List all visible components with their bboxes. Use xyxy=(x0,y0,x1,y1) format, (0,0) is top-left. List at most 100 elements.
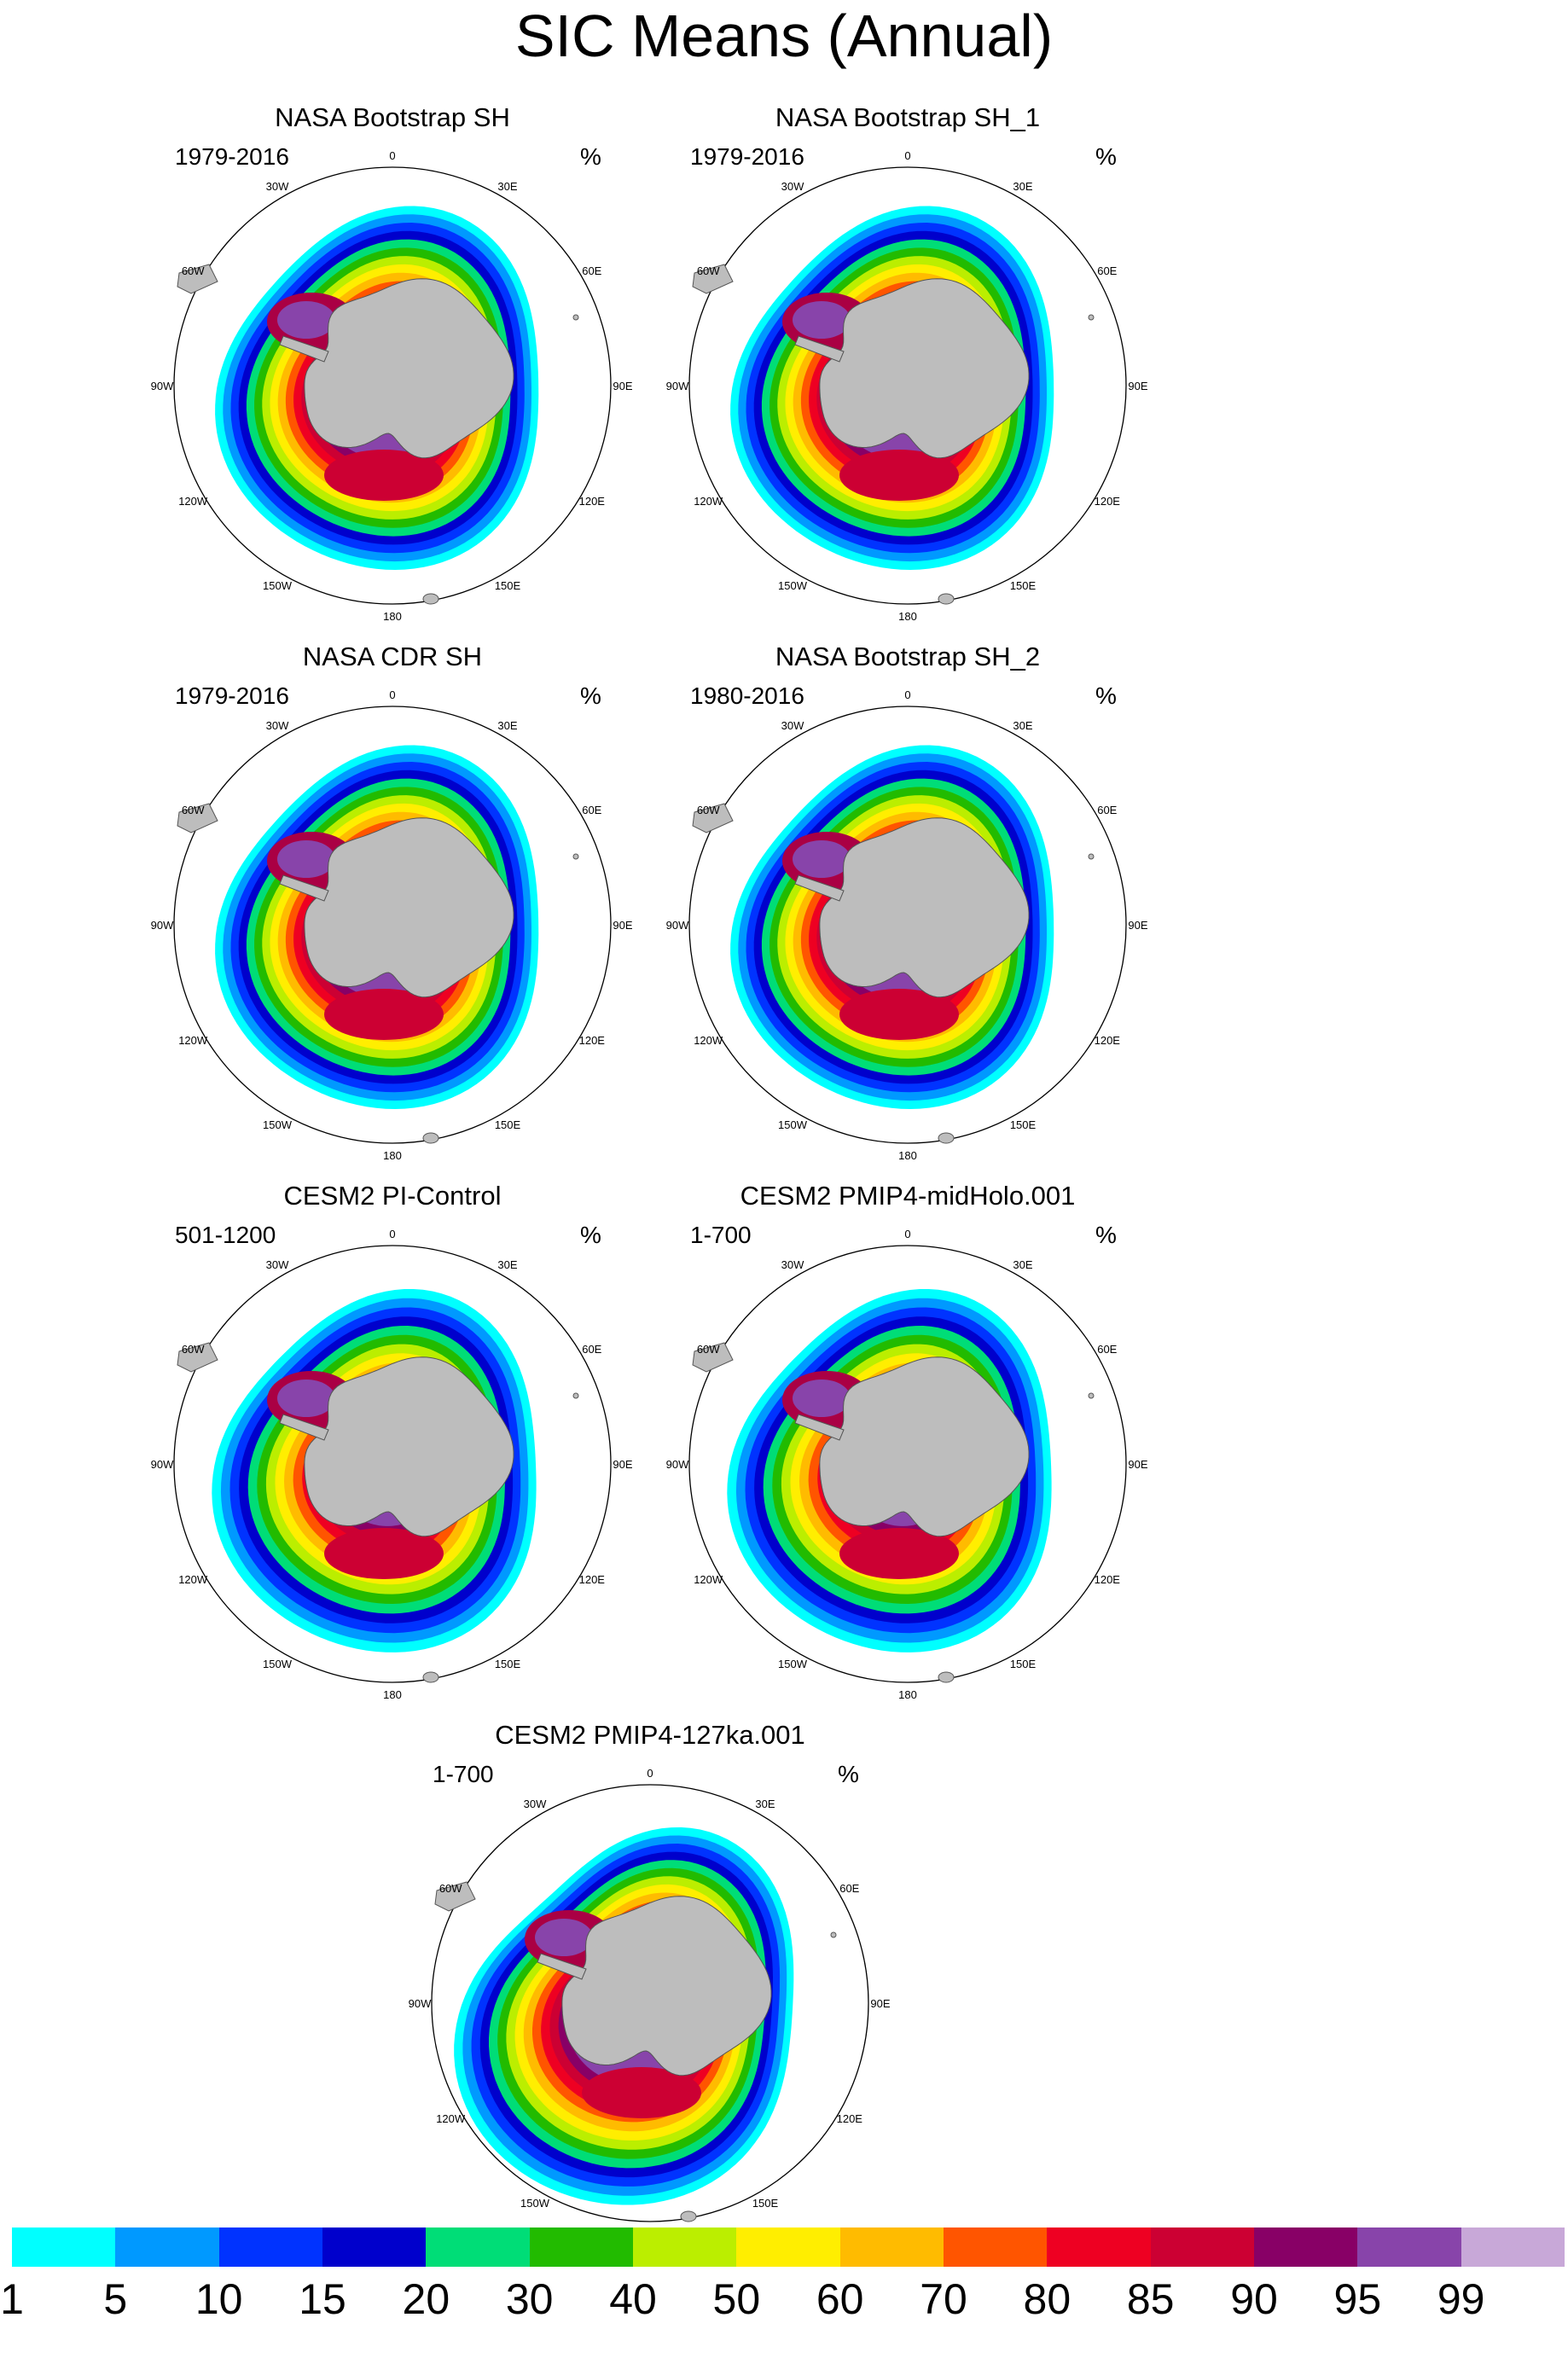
panel-title: NASA CDR SH xyxy=(302,642,483,671)
longitude-label: 120E xyxy=(579,1573,606,1586)
longitude-label: 30W xyxy=(266,1258,289,1271)
longitude-label: 120E xyxy=(579,1034,606,1047)
longitude-label: 150E xyxy=(1010,579,1037,592)
panel-unit: % xyxy=(1095,682,1117,709)
south-america-tip xyxy=(692,1342,734,1373)
panel-title: NASA Bootstrap SH_1 xyxy=(775,102,1041,132)
colorbar-segment xyxy=(426,2228,531,2267)
antarctica-landmass xyxy=(819,817,1030,998)
colorbar-segment xyxy=(1047,2228,1152,2267)
longitude-label: 30W xyxy=(781,1258,804,1271)
longitude-label: 60E xyxy=(582,804,601,816)
weddell-max-concentration xyxy=(793,301,851,339)
longitude-label: 150W xyxy=(778,579,808,592)
panel-period: 1979-2016 xyxy=(175,682,289,709)
map-panel: CESM2 PI-Control 501-1200% 0 30E 60E 90E 120E 1… xyxy=(0,1181,785,1727)
kerguelen-island xyxy=(1088,1392,1095,1399)
antarctica-landmass xyxy=(819,1356,1030,1537)
longitude-label: 60W xyxy=(182,1343,205,1356)
map-panel: NASA Bootstrap SH_2 1980-2016% 0 30E 60E 90E 1… xyxy=(515,642,1300,1188)
colorbar-label: 1 xyxy=(0,2275,24,2323)
longitude-label: 0 xyxy=(904,149,910,162)
longitude-label: 0 xyxy=(904,688,910,701)
colorbar-label: 40 xyxy=(609,2275,657,2323)
figure-title: SIC Means (Annual) xyxy=(514,3,1054,69)
longitude-label: 30W xyxy=(266,180,289,193)
longitude-label: 90W xyxy=(151,919,174,932)
colorbar-label: 60 xyxy=(816,2275,864,2323)
antarctic-peninsula xyxy=(794,335,845,363)
colorbar-segment xyxy=(633,2228,737,2267)
ross-high-concentration xyxy=(324,450,444,501)
longitude-label: 60W xyxy=(697,804,720,816)
kerguelen-island xyxy=(1088,314,1095,321)
longitude-label: 180 xyxy=(383,610,402,623)
colorbar-label: 90 xyxy=(1230,2275,1278,2323)
panel-unit: % xyxy=(838,1761,859,1787)
ross-high-concentration xyxy=(324,989,444,1040)
longitude-label: 120W xyxy=(178,495,208,508)
ross-high-concentration xyxy=(839,450,959,501)
longitude-label: 60W xyxy=(182,804,205,816)
longitude-label: 30W xyxy=(266,719,289,732)
antarctica-landmass xyxy=(304,1356,514,1537)
longitude-label: 60E xyxy=(582,1343,601,1356)
weddell-max-concentration xyxy=(277,840,335,878)
south-america-tip xyxy=(177,1342,218,1373)
map-panel: CESM2 PMIP4-127ka.001 1-700% 0 30E 60E 90E 120… xyxy=(258,1720,1042,2266)
longitude-label: 150W xyxy=(263,1658,293,1670)
longitude-label: 90W xyxy=(151,1458,174,1471)
panel-title: CESM2 PMIP4-127ka.001 xyxy=(495,1720,805,1750)
panel-period: 1-700 xyxy=(690,1222,752,1248)
panel-period: 1979-2016 xyxy=(175,143,289,170)
longitude-label: 60E xyxy=(839,1882,859,1895)
colorbar-label: 20 xyxy=(402,2275,450,2323)
panel-period: 501-1200 xyxy=(175,1222,276,1248)
map-panel: NASA Bootstrap SH_1 1979-2016% 0 30E 60E 90E 1… xyxy=(515,102,1300,648)
longitude-label: 90W xyxy=(666,1458,689,1471)
colorbar-segment xyxy=(736,2228,841,2267)
ross-high-concentration xyxy=(839,1528,959,1579)
colorbar-label: 70 xyxy=(920,2275,967,2323)
longitude-label: 120E xyxy=(1095,1034,1121,1047)
colorbar-label: 99 xyxy=(1437,2275,1485,2323)
longitude-label: 60E xyxy=(1097,804,1117,816)
antarctica-landmass xyxy=(304,278,514,459)
panel-unit: % xyxy=(580,1222,601,1248)
longitude-label: 0 xyxy=(647,1767,653,1780)
kerguelen-island xyxy=(572,1392,579,1399)
longitude-label: 30E xyxy=(497,180,517,193)
longitude-label: 150E xyxy=(495,579,521,592)
longitude-label: 90E xyxy=(870,1997,890,2010)
panel-title: NASA Bootstrap SH xyxy=(275,102,510,132)
colorbar-label: 80 xyxy=(1023,2275,1071,2323)
longitude-label: 30E xyxy=(755,1798,775,1810)
south-america-tip xyxy=(434,1881,476,1912)
longitude-label: 90E xyxy=(613,380,632,392)
antarctic-peninsula xyxy=(279,335,329,363)
colorbar-segment xyxy=(322,2228,427,2267)
new-zealand-fragment xyxy=(422,1671,439,1683)
longitude-label: 150E xyxy=(495,1118,521,1131)
colorbar-label: 50 xyxy=(712,2275,761,2323)
longitude-label: 30E xyxy=(1013,719,1032,732)
colorbar-segment xyxy=(944,2228,1048,2267)
longitude-label: 120W xyxy=(178,1034,208,1047)
longitude-label: 60W xyxy=(182,264,205,277)
longitude-label: 120E xyxy=(579,495,606,508)
colorbar-label: 5 xyxy=(103,2275,128,2323)
antarctic-peninsula xyxy=(537,1953,587,1980)
longitude-label: 30W xyxy=(524,1798,547,1810)
longitude-label: 150E xyxy=(1010,1658,1037,1670)
antarctica-landmass xyxy=(304,817,514,998)
longitude-label: 90W xyxy=(666,919,689,932)
longitude-label: 150W xyxy=(263,579,293,592)
longitude-label: 0 xyxy=(389,688,395,701)
longitude-label: 120W xyxy=(694,1034,723,1047)
new-zealand-fragment xyxy=(422,593,439,605)
new-zealand-fragment xyxy=(938,593,955,605)
colorbar-labels: 1 5 10 15 20 30 40 50 60 70 80 85 90 95 99 xyxy=(0,2274,1568,2326)
south-america-tip xyxy=(177,803,218,833)
colorbar-label: 95 xyxy=(1333,2275,1382,2323)
weddell-max-concentration xyxy=(535,1919,593,1956)
